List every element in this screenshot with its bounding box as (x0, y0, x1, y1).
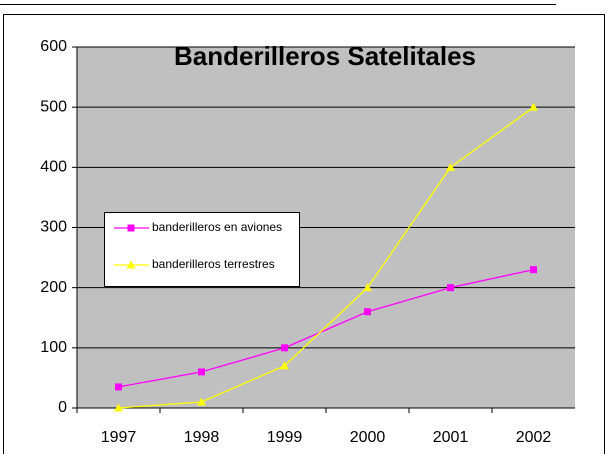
y-tick-label: 0 (58, 399, 67, 416)
legend-label: banderilleros en aviones (152, 220, 282, 234)
x-tick-label: 2000 (350, 429, 386, 446)
legend-box (104, 212, 300, 287)
chart-title: Banderilleros Satelitales (174, 41, 476, 71)
y-tick-label: 600 (40, 38, 67, 55)
marker (281, 344, 288, 352)
x-tick-label: 1999 (267, 429, 303, 446)
marker (197, 397, 206, 406)
marker (198, 368, 205, 376)
y-tick-label: 200 (40, 279, 67, 296)
y-tick-label: 100 (40, 339, 67, 356)
y-tick-label: 400 (40, 159, 67, 176)
marker (126, 260, 136, 269)
legend-label: banderilleros terrestres (152, 257, 275, 271)
series-line (118, 106, 534, 409)
y-tick-label: 500 (40, 98, 67, 115)
marker (280, 361, 289, 370)
marker (530, 266, 537, 274)
marker (363, 283, 372, 292)
marker (446, 162, 455, 171)
y-tick-label: 300 (40, 219, 67, 236)
x-tick-label: 2001 (433, 429, 469, 446)
series-line (118, 268, 534, 388)
x-tick-label: 1998 (184, 429, 220, 446)
marker (364, 308, 371, 316)
x-tick-label: 1997 (101, 429, 137, 446)
marker (529, 102, 538, 111)
marker (114, 403, 123, 412)
marker (127, 224, 135, 232)
marker (115, 383, 122, 391)
marker (447, 284, 454, 292)
x-tick-label: 2002 (516, 429, 552, 446)
